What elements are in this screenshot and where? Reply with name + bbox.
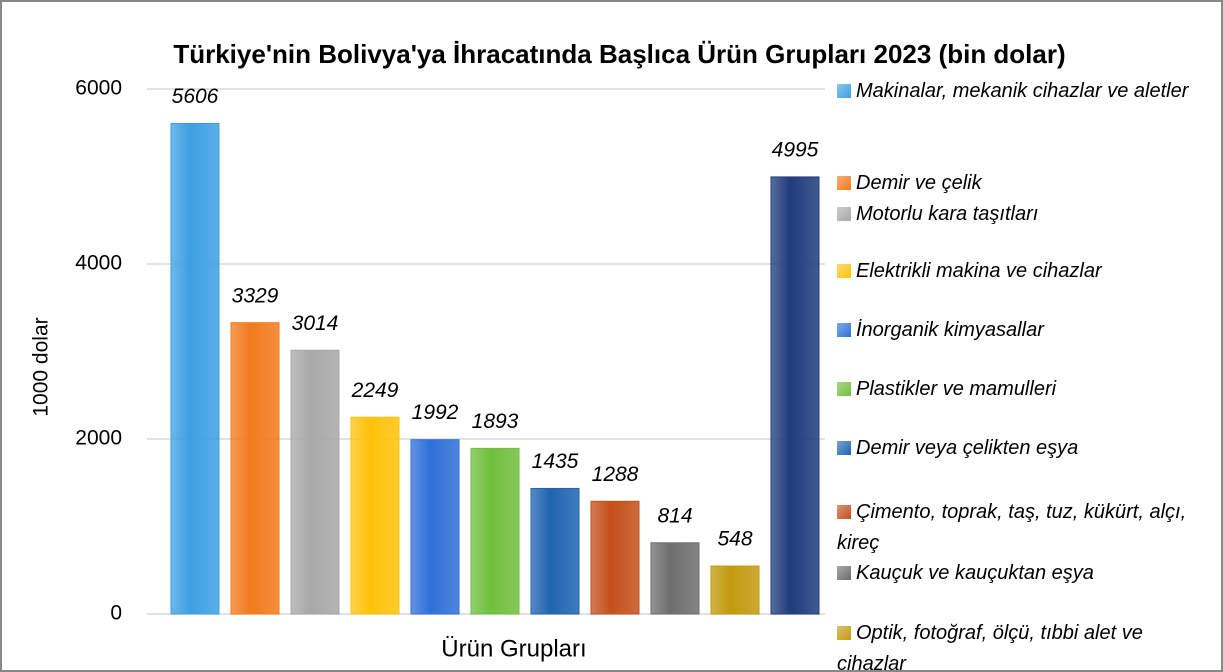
legend-swatch [837, 441, 851, 455]
bar [590, 500, 640, 615]
bar [530, 487, 580, 615]
legend-label: İnorganik kimyasallar [856, 319, 1044, 341]
legend-label: Kauçuk ve kauçuktan eşya [856, 562, 1094, 584]
legend-swatch [837, 382, 851, 396]
y-tick-label: 6000 [75, 77, 122, 100]
legend-item: Demir ve çelik [837, 168, 1212, 199]
bar [710, 565, 760, 615]
legend-swatch [837, 566, 851, 580]
legend-item: Elektrikli makina ve cihazlar [837, 256, 1212, 287]
legend-label: Motorlu kara taşıtları [856, 203, 1039, 225]
y-tick-label: 0 [110, 602, 122, 625]
bar [410, 439, 460, 615]
data-label: 3014 [292, 312, 339, 335]
legend-item: Optik, fotoğraf, ölçü, tıbbi alet ve cih… [837, 618, 1212, 672]
bar [350, 416, 400, 615]
bar [230, 322, 280, 615]
data-label: 548 [717, 528, 752, 551]
data-label: 3329 [232, 284, 279, 307]
legend-swatch [837, 176, 851, 190]
bar [650, 542, 700, 615]
legend-label: Makinalar, mekanik cihazlar ve aletler [856, 80, 1189, 102]
data-label: 1435 [532, 450, 579, 473]
legend-label: Çimento, toprak, taş, tuz, kükürt, alçı,… [837, 501, 1187, 554]
legend-label: Plastikler ve mamulleri [856, 378, 1057, 400]
y-tick-label: 2000 [75, 427, 122, 450]
legend-swatch [837, 207, 851, 221]
y-tick-label: 4000 [75, 252, 122, 275]
bar [770, 176, 820, 615]
data-label: 814 [657, 504, 692, 527]
legend-item: Motorlu kara taşıtları [837, 199, 1212, 230]
legend-swatch [837, 323, 851, 337]
legend-item: Çimento, toprak, taş, tuz, kükürt, alçı,… [837, 497, 1212, 559]
x-axis-label: Ürün Grupları [441, 635, 586, 662]
legend-item: Demir veya çelikten eşya [837, 433, 1212, 464]
legend-item: İnorganik kimyasallar [837, 315, 1212, 346]
data-label: 1288 [592, 463, 639, 486]
data-label: 1992 [412, 401, 459, 424]
legend-label: Elektrikli makina ve cihazlar [856, 260, 1102, 282]
legend-swatch [837, 505, 851, 519]
bar [170, 122, 220, 615]
data-label: 5606 [172, 85, 219, 108]
y-axis-label: 1000 dolar [30, 317, 53, 416]
legend-label: Demir ve çelik [856, 172, 982, 194]
legend-item: Plastikler ve mamulleri [837, 374, 1212, 405]
legend-swatch [837, 264, 851, 278]
legend-item: Makinalar, mekanik cihazlar ve aletler [837, 76, 1212, 107]
legend-swatch [837, 626, 851, 640]
chart-title: Türkiye'nin Bolivya'ya İhracatında Başlı… [173, 39, 1066, 69]
bar [290, 349, 340, 615]
data-label: 1893 [472, 410, 519, 433]
legend-label: Demir veya çelikten eşya [856, 437, 1079, 459]
legend-item: Kauçuk ve kauçuktan eşya [837, 558, 1212, 589]
legend-label: Optik, fotoğraf, ölçü, tıbbi alet ve cih… [837, 622, 1143, 672]
legend-swatch [837, 84, 851, 98]
data-label: 4995 [772, 138, 819, 161]
bar [470, 447, 520, 615]
data-label: 2249 [351, 379, 399, 402]
